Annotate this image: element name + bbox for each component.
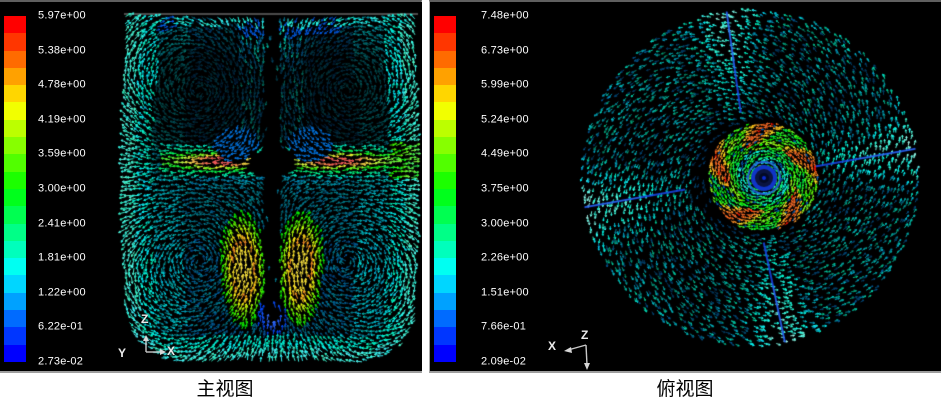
colorbar-band bbox=[4, 67, 26, 86]
colorbar-band bbox=[434, 206, 456, 224]
legend-tick-label: 6.73e+00 bbox=[481, 44, 529, 57]
legend-tick-label: 3.00e+00 bbox=[481, 217, 529, 230]
colorbar-band bbox=[4, 344, 26, 362]
colorbar-band bbox=[434, 188, 456, 207]
colorbar-band bbox=[434, 327, 456, 345]
colorbar bbox=[4, 16, 26, 362]
legend-tick-label: 3.59e+00 bbox=[38, 147, 86, 160]
legend-tick-label: 2.41e+00 bbox=[38, 217, 86, 230]
colorbar-band bbox=[4, 188, 26, 207]
legend-tick-label: 5.99e+00 bbox=[481, 78, 529, 91]
colorbar bbox=[434, 16, 456, 362]
top-view-legend: 7.48e+00 6.73e+00 5.99e+00 5.24e+00 4.49e+00… bbox=[430, 2, 550, 371]
colorbar-band bbox=[434, 240, 456, 259]
colorbar-band bbox=[4, 154, 26, 172]
legend-tick-label: 2.26e+00 bbox=[481, 251, 529, 264]
legend-tick-label: 5.24e+00 bbox=[481, 113, 529, 126]
colorbar-band bbox=[4, 223, 26, 241]
colorbar-band bbox=[434, 292, 456, 311]
front-view-vector-canvas bbox=[0, 2, 422, 371]
colorbar-band bbox=[4, 310, 26, 328]
top-view-caption: 俯视图 bbox=[656, 379, 714, 400]
legend-tick-label: 5.97e+00 bbox=[38, 9, 86, 22]
colorbar-band bbox=[434, 102, 456, 120]
front-view-panel: 5.97e+00 5.38e+00 4.78e+00 4.19e+00 3.59e+00… bbox=[0, 0, 422, 373]
colorbar-band bbox=[434, 50, 456, 68]
colorbar-band bbox=[434, 258, 456, 276]
colorbar-band bbox=[4, 292, 26, 311]
colorbar-band bbox=[4, 50, 26, 68]
colorbar-band bbox=[4, 16, 26, 34]
legend-tick-label: 3.75e+00 bbox=[481, 182, 529, 195]
top-view-vector-canvas bbox=[430, 2, 941, 371]
colorbar-band bbox=[434, 137, 456, 155]
colorbar-band bbox=[4, 327, 26, 345]
legend-tick-label: 4.78e+00 bbox=[38, 78, 86, 91]
legend-tick-label: 7.48e+00 bbox=[481, 9, 529, 22]
colorbar-band bbox=[4, 240, 26, 259]
legend-tick-label: 1.81e+00 bbox=[38, 251, 86, 264]
colorbar-band bbox=[434, 275, 456, 293]
legend-tick-label: 1.51e+00 bbox=[481, 286, 529, 299]
colorbar-band bbox=[4, 33, 26, 51]
legend-tick-label: 6.22e-01 bbox=[38, 320, 84, 333]
colorbar-band bbox=[4, 85, 26, 103]
top-view-panel: 7.48e+00 6.73e+00 5.99e+00 5.24e+00 4.49e+00… bbox=[429, 0, 941, 373]
colorbar-band bbox=[434, 223, 456, 241]
colorbar-band bbox=[434, 16, 456, 34]
colorbar-band bbox=[434, 85, 456, 103]
colorbar-band bbox=[434, 171, 456, 189]
legend-tick-label: 5.38e+00 bbox=[38, 44, 86, 57]
colorbar-band bbox=[4, 171, 26, 189]
colorbar-band bbox=[434, 344, 456, 362]
colorbar-band bbox=[4, 137, 26, 155]
colorbar-band bbox=[434, 310, 456, 328]
front-view-legend: 5.97e+00 5.38e+00 4.78e+00 4.19e+00 3.59e+00… bbox=[0, 2, 120, 371]
legend-tick-label: 1.22e+00 bbox=[38, 286, 86, 299]
colorbar-band bbox=[434, 67, 456, 86]
colorbar-band bbox=[434, 119, 456, 138]
colorbar-band bbox=[434, 33, 456, 51]
colorbar-band bbox=[4, 102, 26, 120]
legend-tick-label: 3.00e+00 bbox=[38, 182, 86, 195]
colorbar-band bbox=[434, 154, 456, 172]
legend-tick-label: 2.09e-02 bbox=[481, 355, 527, 368]
front-view-caption: 主视图 bbox=[196, 379, 254, 400]
colorbar-band bbox=[4, 206, 26, 224]
legend-tick-label: 2.73e-02 bbox=[38, 355, 84, 368]
legend-tick-label: 4.19e+00 bbox=[38, 113, 86, 126]
legend-tick-label: 7.66e-01 bbox=[481, 320, 527, 333]
legend-tick-label: 4.49e+00 bbox=[481, 147, 529, 160]
colorbar-band bbox=[4, 258, 26, 276]
colorbar-band bbox=[4, 119, 26, 138]
colorbar-band bbox=[4, 275, 26, 293]
